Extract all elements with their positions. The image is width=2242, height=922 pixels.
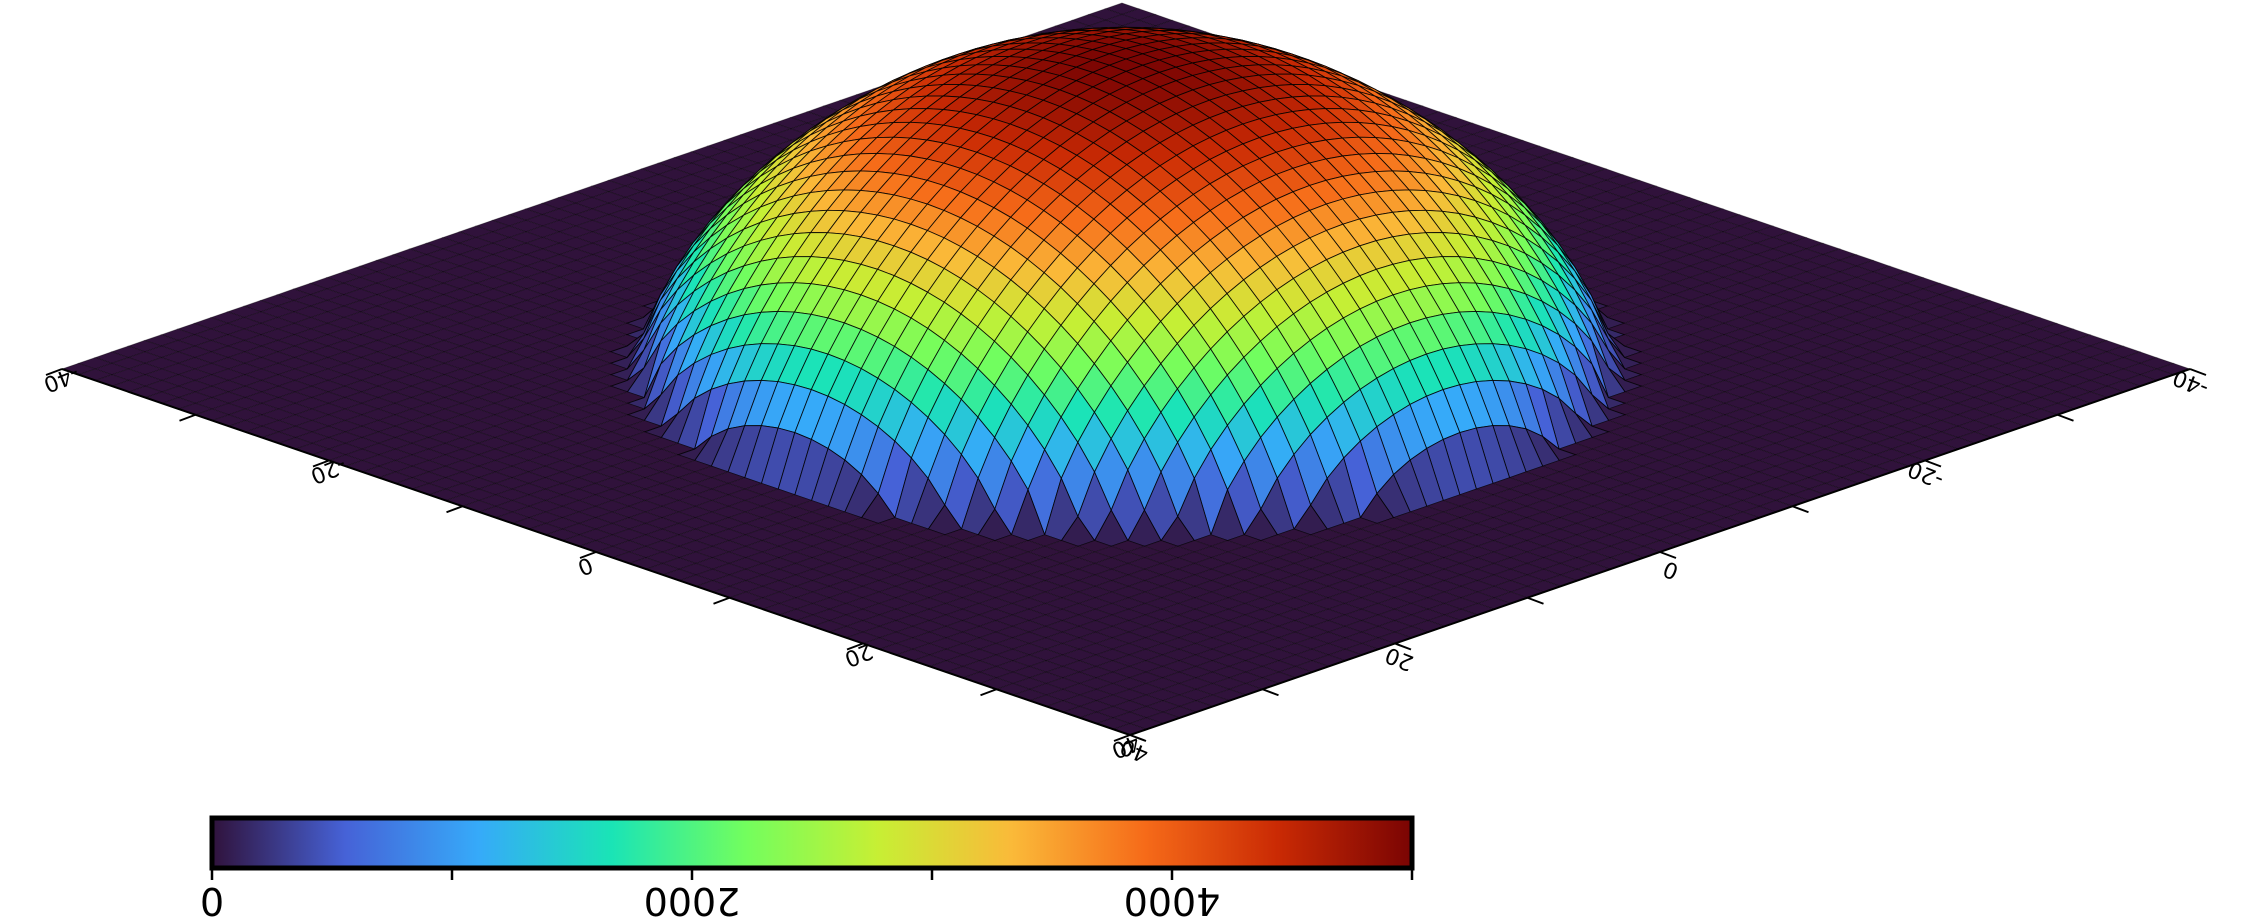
x-tick-label: -40 — [40, 360, 83, 397]
y-axis-tick — [1262, 688, 1279, 697]
surface-mesh — [60, 2, 2192, 736]
y-axis-tick — [2057, 413, 2074, 422]
colorbar: 0 2000 4000 — [200, 815, 1415, 922]
colorbar-bar — [209, 815, 1415, 871]
y-tick-label: 0 — [1660, 555, 1682, 583]
colorbar-label: 2000 — [644, 879, 741, 922]
y-axis-tick — [1792, 505, 1809, 514]
y-axis-tick — [1527, 596, 1544, 605]
colorbar-label: 0 — [200, 879, 224, 922]
x-axis-tick — [713, 596, 730, 605]
x-tick-label: 0 — [574, 551, 596, 579]
x-axis-tick — [446, 505, 463, 514]
x-tick-label: -20 — [307, 451, 350, 488]
x-axis-tick — [980, 688, 997, 697]
x-axis-tick — [179, 413, 196, 422]
colorbar-label: 4000 — [1124, 879, 1221, 922]
